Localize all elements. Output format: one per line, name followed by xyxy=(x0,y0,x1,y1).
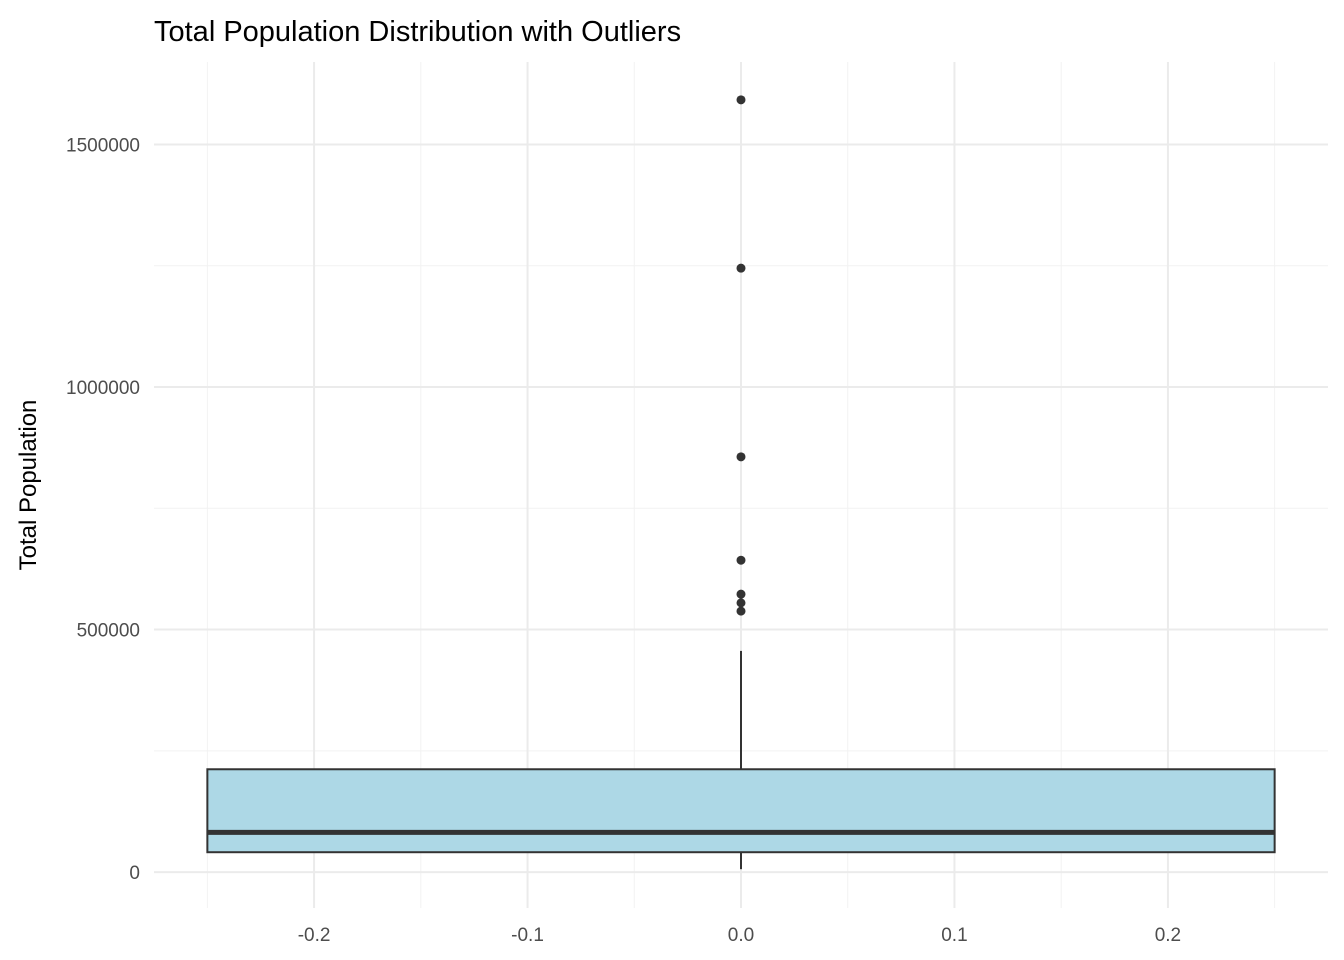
outlier-point xyxy=(736,598,746,608)
outlier-point xyxy=(736,589,746,599)
outlier-point xyxy=(736,452,746,462)
outliers xyxy=(736,95,746,616)
outlier-point xyxy=(736,95,746,105)
x-tick-label: -0.1 xyxy=(511,925,544,946)
y-tick-label: 500000 xyxy=(77,621,140,642)
chart-title: Total Population Distribution with Outli… xyxy=(154,16,681,48)
outlier-point xyxy=(736,263,746,273)
outlier-point xyxy=(736,606,746,616)
x-tick-label: 0.0 xyxy=(728,925,754,946)
y-tick-label: 1000000 xyxy=(66,378,140,399)
iqr-box xyxy=(206,768,1276,854)
x-tick-label: -0.2 xyxy=(298,925,331,946)
y-tick-label: 1500000 xyxy=(66,135,140,156)
x-tick-label: 0.1 xyxy=(941,925,967,946)
box xyxy=(206,650,1276,870)
y-axis: 0 500000 1000000 1500000 xyxy=(66,135,140,884)
grid xyxy=(154,62,1328,908)
x-tick-label: 0.2 xyxy=(1155,925,1181,946)
y-tick-label: 0 xyxy=(129,863,140,884)
outlier-point xyxy=(736,555,746,565)
x-axis: -0.2 -0.1 0.0 0.1 0.2 xyxy=(298,925,1181,946)
y-axis-label: Total Population xyxy=(15,400,42,571)
